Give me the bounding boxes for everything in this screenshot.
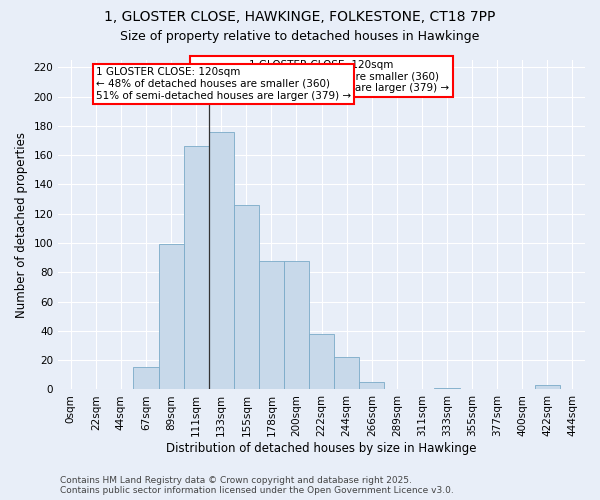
Bar xyxy=(209,132,234,390)
Bar xyxy=(359,382,385,390)
Bar xyxy=(133,368,158,390)
Bar xyxy=(259,260,284,390)
Text: Contains HM Land Registry data © Crown copyright and database right 2025.
Contai: Contains HM Land Registry data © Crown c… xyxy=(60,476,454,495)
Text: Size of property relative to detached houses in Hawkinge: Size of property relative to detached ho… xyxy=(121,30,479,43)
Bar xyxy=(158,244,184,390)
Bar xyxy=(309,334,334,390)
Text: 1, GLOSTER CLOSE, HAWKINGE, FOLKESTONE, CT18 7PP: 1, GLOSTER CLOSE, HAWKINGE, FOLKESTONE, … xyxy=(104,10,496,24)
Bar xyxy=(434,388,460,390)
X-axis label: Distribution of detached houses by size in Hawkinge: Distribution of detached houses by size … xyxy=(166,442,477,455)
Bar xyxy=(334,357,359,390)
Text: 1 GLOSTER CLOSE: 120sqm
← 48% of detached houses are smaller (360)
51% of semi-d: 1 GLOSTER CLOSE: 120sqm ← 48% of detache… xyxy=(194,60,449,93)
Bar xyxy=(234,205,259,390)
Bar xyxy=(184,146,209,390)
Text: 1 GLOSTER CLOSE: 120sqm
← 48% of detached houses are smaller (360)
51% of semi-d: 1 GLOSTER CLOSE: 120sqm ← 48% of detache… xyxy=(96,68,351,100)
Bar xyxy=(284,260,309,390)
Bar xyxy=(535,385,560,390)
Y-axis label: Number of detached properties: Number of detached properties xyxy=(15,132,28,318)
